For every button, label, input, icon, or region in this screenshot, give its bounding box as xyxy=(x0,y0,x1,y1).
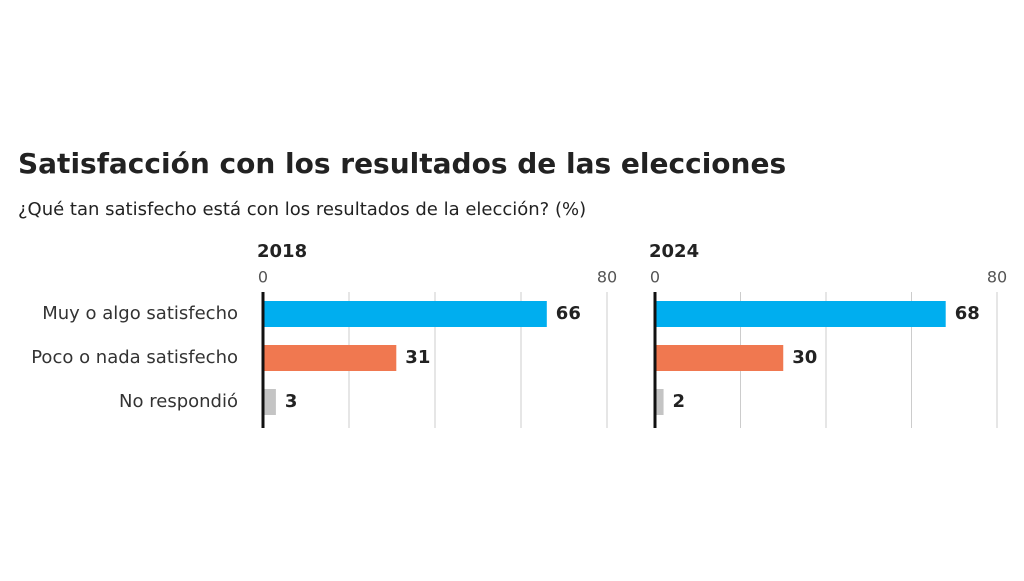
bar xyxy=(655,345,784,371)
category-label: Muy o algo satisfecho xyxy=(42,303,238,324)
bar xyxy=(263,345,397,371)
bar xyxy=(655,301,946,327)
value-label: 31 xyxy=(405,347,430,368)
x-tick-label: 0 xyxy=(650,268,660,287)
bar xyxy=(263,301,547,327)
value-label: 68 xyxy=(955,303,980,324)
x-tick-label: 80 xyxy=(597,268,617,287)
chart-subtitle: ¿Qué tan satisfecho está con los resulta… xyxy=(18,199,586,220)
x-tick-label: 0 xyxy=(258,268,268,287)
value-label: 2 xyxy=(673,391,686,412)
bar xyxy=(263,389,276,415)
value-label: 3 xyxy=(285,391,298,412)
category-label: Poco o nada satisfecho xyxy=(31,347,238,368)
chart-title: Satisfacción con los resultados de las e… xyxy=(18,147,786,180)
bar xyxy=(655,389,664,415)
category-label: No respondió xyxy=(119,391,238,412)
panel-title: 2018 xyxy=(257,241,307,262)
panel-title: 2024 xyxy=(649,241,699,262)
value-label: 66 xyxy=(556,303,581,324)
x-tick-label: 80 xyxy=(987,268,1007,287)
value-label: 30 xyxy=(792,347,817,368)
